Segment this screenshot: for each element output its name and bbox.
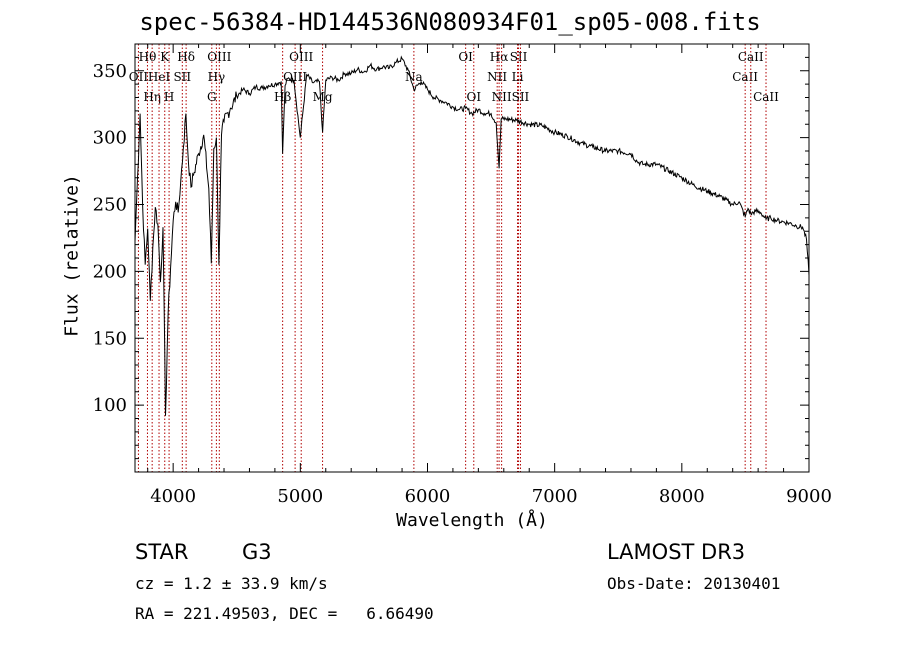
- spectral-line-label-3: HeI: [148, 70, 171, 84]
- survey-name: LAMOST DR3: [607, 540, 746, 564]
- x-tick-label-1: 5000: [277, 486, 323, 507]
- spectral-line-label-18: NII: [487, 70, 507, 84]
- x-tick-label-5: 9000: [786, 486, 832, 507]
- spectral-line-label-19: Hα: [490, 50, 509, 64]
- spectrum-series: [134, 55, 810, 416]
- spectral-line-label-16: OI: [458, 50, 473, 64]
- spectral-line-label-17: OI: [466, 90, 481, 104]
- redshift-info: cz = 1.2 ± 33.9 km/s: [135, 574, 328, 593]
- spectral-line-label-25: CaII: [738, 50, 764, 64]
- spectral-line-label-4: K: [160, 50, 170, 64]
- y-tick-label-5: 350: [93, 61, 127, 82]
- spectral-line-label-7: Hδ: [177, 50, 195, 64]
- y-tick-label-1: 150: [93, 328, 127, 349]
- obs-date: Obs-Date: 20130401: [607, 574, 781, 593]
- ra-dec: RA = 221.49503, DEC = 6.66490: [135, 604, 434, 623]
- spectral-line-label-11: Hβ: [274, 90, 291, 104]
- spectral-line-label-0: OII: [129, 70, 149, 84]
- spectral-line-label-9: OIII: [207, 50, 231, 64]
- spectral-line-label-24: CaII: [732, 70, 758, 84]
- spectral-line-label-15: Na: [405, 70, 423, 84]
- spectral-line-label-23: SII: [512, 90, 530, 104]
- spectral-line-label-14: Mg: [313, 90, 333, 104]
- spectral-line-label-22: SII: [510, 50, 528, 64]
- spectral-line-label-1: Hθ: [139, 50, 157, 64]
- y-tick-label-3: 250: [93, 195, 127, 216]
- x-axis-label: Wavelength (Å): [396, 510, 548, 531]
- y-tick-label-0: 100: [93, 395, 127, 416]
- x-tick-label-2: 6000: [405, 486, 451, 507]
- x-tick-label-3: 7000: [532, 486, 578, 507]
- spectral-line-label-10: Hγ: [208, 70, 226, 84]
- spectral-line-label-8: G: [207, 90, 217, 104]
- spectral-line-label-2: Hη: [143, 90, 161, 104]
- chart-title: spec-56384-HD144536N080934F01_sp05-008.f…: [139, 8, 761, 36]
- spectral-line-label-13: OIII: [289, 50, 313, 64]
- spectral-line-label-21: Li: [512, 70, 524, 84]
- y-tick-label-4: 300: [93, 128, 127, 149]
- spectral-line-label-5: H: [164, 90, 174, 104]
- spectral-line-label-6: SII: [173, 70, 191, 84]
- object-class: STAR: [135, 540, 189, 564]
- spectral-line-label-26: CaII: [753, 90, 779, 104]
- spectral-line-label-20: NII: [492, 90, 512, 104]
- y-tick-label-2: 200: [93, 261, 127, 282]
- x-tick-label-0: 4000: [150, 486, 196, 507]
- x-tick-label-4: 8000: [659, 486, 705, 507]
- plot-frame: [134, 43, 810, 473]
- subclass: G3: [242, 540, 272, 564]
